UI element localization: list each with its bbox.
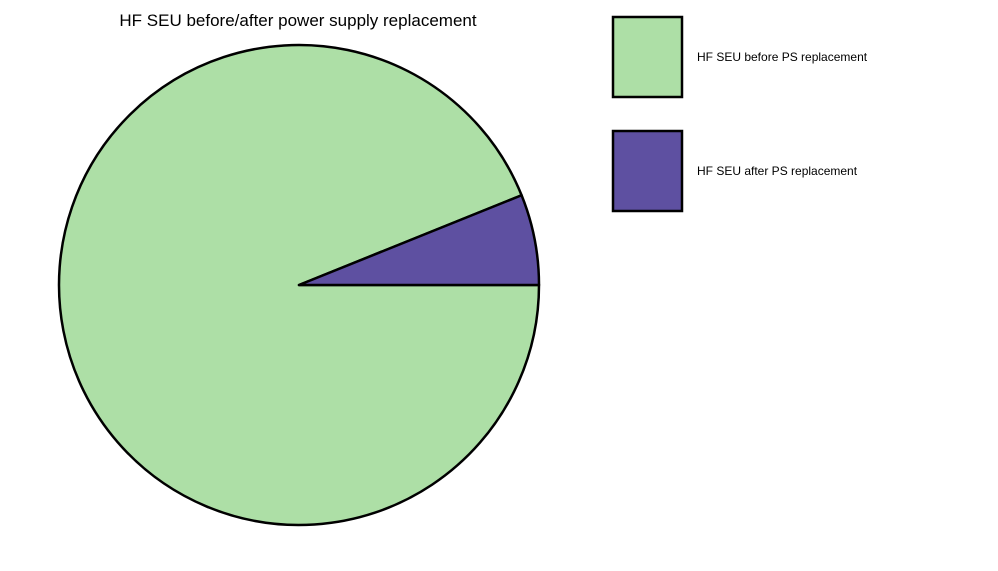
legend-swatch-before: [611, 15, 684, 99]
legend-swatch-after: [611, 129, 684, 213]
legend-label-after: HF SEU after PS replacement: [697, 164, 858, 178]
pie-slices: [57, 43, 541, 527]
legend-item-after: HF SEU after PS replacement: [611, 129, 858, 213]
legend-item-before: HF SEU before PS replacement: [611, 15, 868, 99]
chart-title: HF SEU before/after power supply replace…: [119, 11, 476, 30]
legend: HF SEU before PS replacement HF SEU afte…: [611, 15, 868, 213]
pie-slice-after: [297, 194, 541, 287]
legend-label-before: HF SEU before PS replacement: [697, 50, 868, 64]
